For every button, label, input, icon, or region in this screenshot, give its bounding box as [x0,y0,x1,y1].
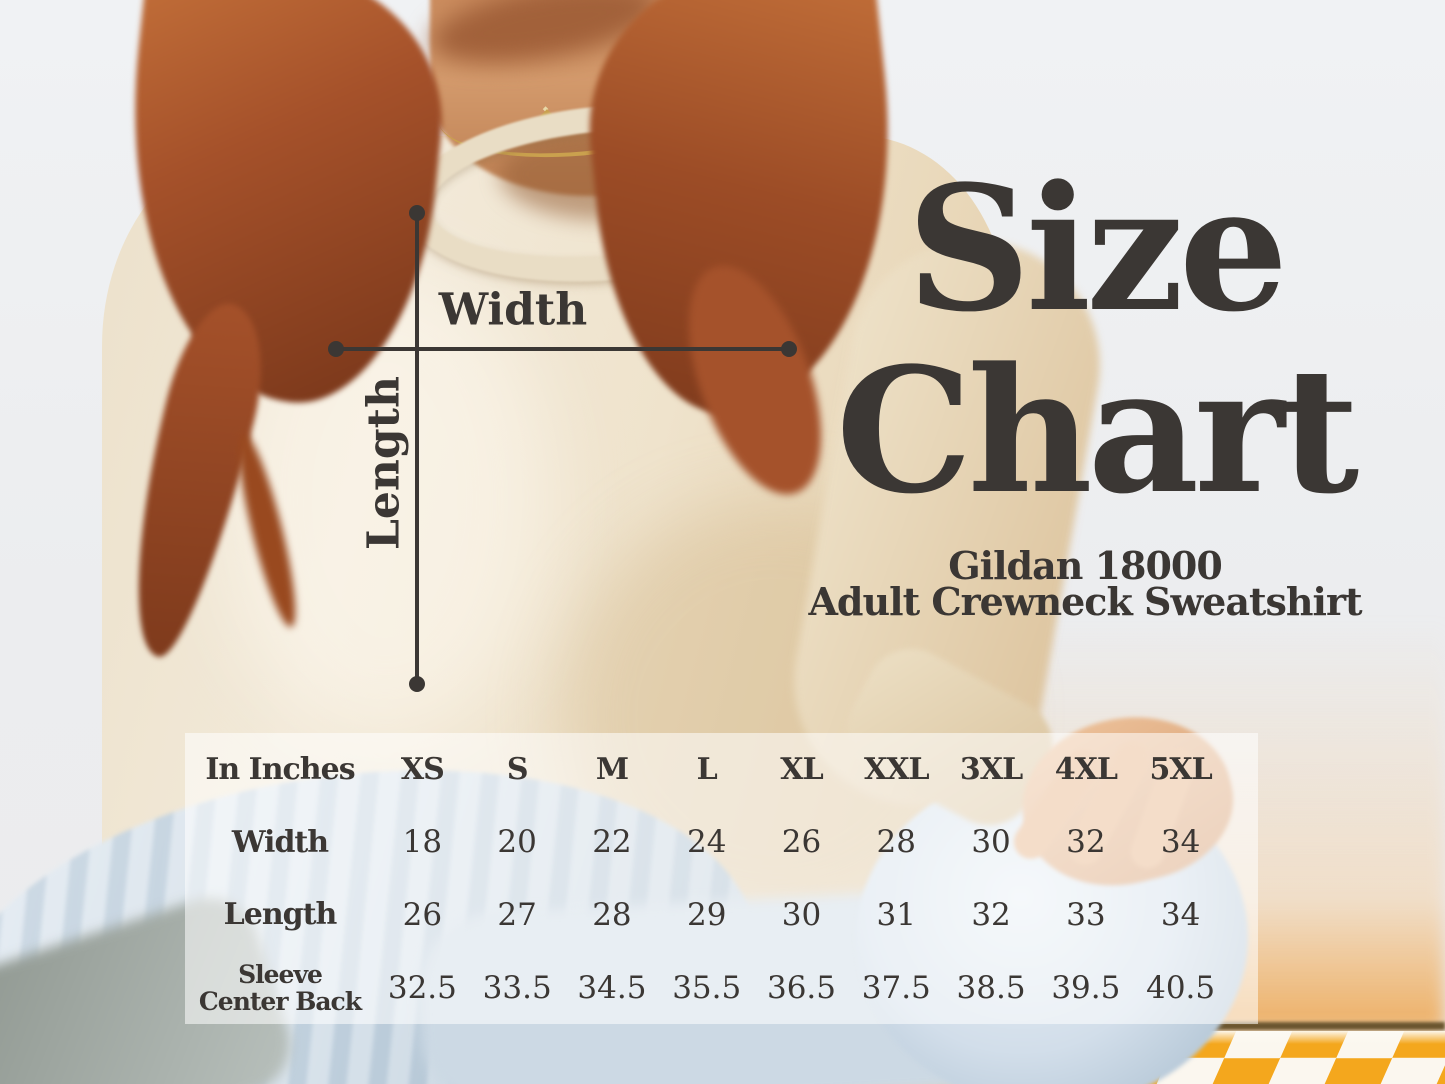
table-value: 29 [686,896,727,933]
table-value: 32 [971,896,1011,933]
table-value: 33 [1066,896,1106,933]
table-value: 26 [781,824,822,861]
table-value: 27 [497,896,537,933]
table-row-label: Width [231,824,329,860]
table-col-header: 4XL [1054,751,1118,787]
baseboard-line [1020,1022,1445,1030]
table-value: 36.5 [766,969,836,1006]
table-col-header: XS [400,751,445,787]
page-title: Size Chart [790,147,1400,533]
table-value: 31 [876,896,916,933]
dimension-dot [409,205,425,221]
table-col-header: XL [780,751,823,787]
table-value: 32 [1066,824,1106,861]
table-value: 33.5 [482,969,552,1006]
table-col-header: S [506,751,529,787]
length-dimension-line [415,213,419,684]
width-dimension-line [336,347,789,351]
table-value: 37.5 [861,969,931,1006]
table-value: 34 [1160,824,1201,861]
table-value: 38.5 [956,969,1026,1006]
table-row-label: Length [223,897,338,933]
table-row-label: Sleeve Center Back [198,959,362,1016]
dimension-dot [328,341,344,357]
table-unit-header: In Inches [205,751,355,787]
subtitle-line-1: Gildan 18000 [948,543,1223,588]
table-value: 32.5 [387,969,457,1006]
table-value: 30 [971,824,1011,861]
dimension-dot [781,341,797,357]
table-col-header: L [696,751,718,787]
product-subtitle: Gildan 18000 Adult Crewneck Sweatshirt [750,543,1420,625]
table-value: 22 [592,824,632,861]
table-col-header: 5XL [1149,751,1212,787]
table-col-header: M [595,751,629,787]
title-line-1: Size [906,147,1289,350]
table-value: 40.5 [1146,969,1216,1006]
dimension-dot [409,676,425,692]
table-value: 39.5 [1051,969,1121,1006]
table-col-header: 3XL [959,751,1023,787]
table-value: 30 [781,896,822,933]
width-dimension-label: Width [438,284,588,336]
subtitle-line-2: Adult Crewneck Sweatshirt [808,579,1362,625]
table-value: 24 [686,824,727,861]
table-value: 18 [402,824,443,861]
table-value: 34 [1160,896,1201,933]
size-chart-panel: In Inches XS S M L XL XXL 3XL 4XL 5XL Width 18 20 22 2… [185,733,1258,1024]
table-col-header: XXL [863,751,930,787]
title-line-2: Chart [835,329,1359,533]
table-value: 26 [402,896,443,933]
table-value: 28 [876,824,916,861]
length-dimension-label: Length [358,375,410,551]
table-value: 20 [497,824,537,861]
table-value: 34.5 [577,969,647,1006]
size-table: In Inches XS S M L XL XXL 3XL 4XL 5XL Width 18 20 22 2… [185,733,1258,1024]
table-value: 35.5 [672,969,742,1006]
table-value: 28 [592,896,632,933]
